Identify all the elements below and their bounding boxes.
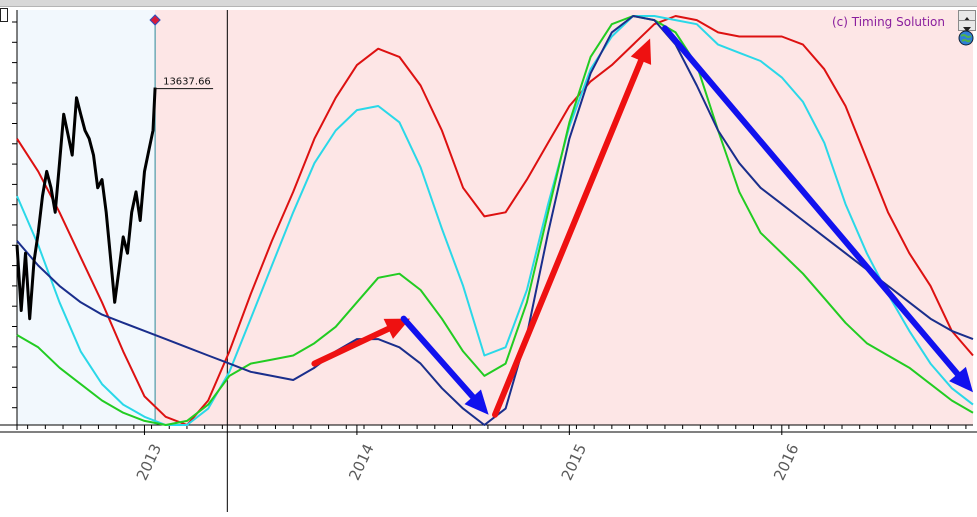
- price-history-line: [15, 87, 157, 321]
- price-readout-label: 13637.66: [163, 77, 211, 88]
- globe-button[interactable]: [958, 30, 974, 46]
- trend-arrow-head-2: [464, 389, 489, 415]
- projection-line-2: [16, 15, 974, 426]
- x-tick-label: 2016: [770, 441, 802, 483]
- trend-arrow-head-4: [949, 366, 973, 393]
- projection-line-3: [16, 15, 974, 426]
- projection-line-1: [16, 15, 974, 426]
- trend-arrow-shaft-2: [400, 315, 476, 400]
- history-background: [17, 10, 156, 425]
- trend-arrow-head-3: [630, 38, 652, 65]
- x-tick-label: 2013: [133, 441, 165, 483]
- trend-arrow-head-1: [383, 318, 411, 339]
- x-tick-label: 2014: [345, 441, 377, 483]
- corner-box[interactable]: [0, 8, 8, 22]
- y-axis: [12, 10, 18, 430]
- x-axis: 2013 2014 2015 2016: [0, 424, 977, 483]
- scroll-down-icon: [963, 27, 971, 32]
- scroll-down-button[interactable]: [958, 20, 976, 32]
- label-layer: 13637.66 (c) Timing Solution: [149, 14, 945, 90]
- price-layer: [15, 87, 157, 321]
- trend-arrow-shaft-3: [492, 57, 644, 418]
- x-tick-label: 2015: [558, 441, 590, 483]
- window-top-strip: [0, 0, 977, 7]
- diamond-icon[interactable]: [149, 14, 161, 26]
- copyright-watermark: (c) Timing Solution: [832, 15, 945, 29]
- arrow-layer: [311, 25, 973, 418]
- trend-arrow-shaft-1: [311, 325, 392, 367]
- globe-icon: [958, 30, 974, 46]
- trend-arrow-shaft-4: [661, 25, 961, 377]
